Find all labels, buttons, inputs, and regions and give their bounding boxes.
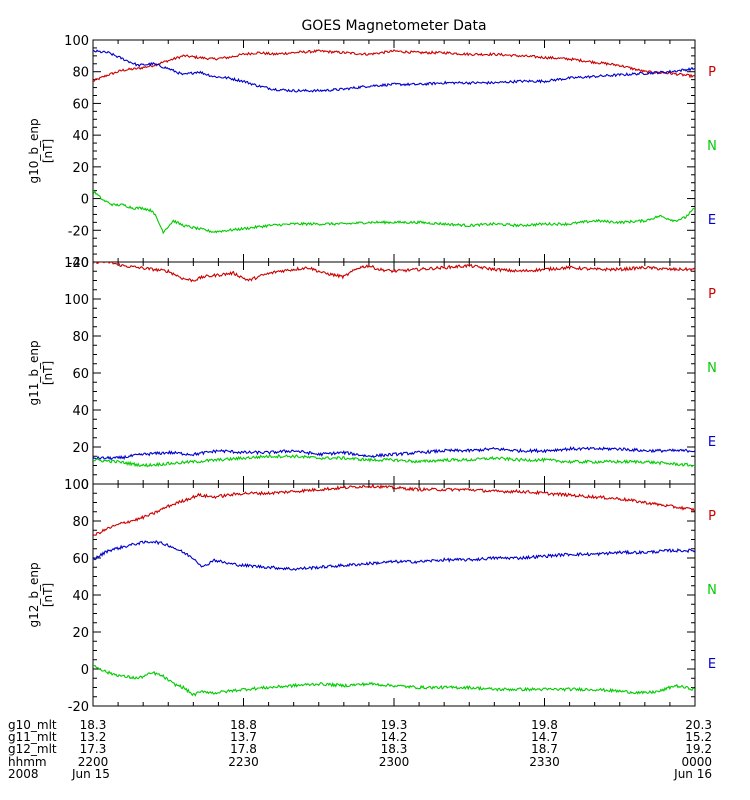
y-tick-label: 0 [81,663,89,678]
y-tick-label: 20 [72,626,89,641]
component-label-n: N [707,583,717,598]
y-tick-label: 100 [64,34,89,49]
series-line-0000cc [93,49,695,93]
series-line-00cc00 [93,453,695,468]
time-row-label: hhmm [8,755,47,769]
time-tick-label: Jun 15 [71,767,110,781]
y-tick-label: 60 [72,97,89,112]
series-line-0000cc [93,540,695,572]
y-axis-label: g11_b_enp [27,340,41,405]
series-line-0000cc [93,445,695,461]
time-tick-label: 19.8 [531,718,558,732]
component-label-e: E [708,213,716,228]
y-tick-label: 80 [72,330,89,345]
y-tick-label: 80 [72,515,89,530]
time-tick-label: 13.2 [80,730,107,744]
time-tick-label: 13.7 [230,730,257,744]
component-label-p: P [708,65,716,80]
y-tick-label: 120 [64,256,89,271]
y-tick-label: 60 [72,367,89,382]
component-label-p: P [708,509,716,524]
time-tick-label: 0000 [681,755,712,769]
series-line-cc0000 [93,484,695,536]
y-tick-label: 40 [72,589,89,604]
y-axis-label: g10_b_enp [27,118,41,183]
series-line-cc0000 [93,49,695,82]
y-axis-label: g12_b_enp [27,562,41,627]
panel-frame [92,261,696,485]
y-axis-unit: [nT] [41,139,55,163]
y-tick-label: 20 [72,441,89,456]
time-tick-label: 2230 [228,755,259,769]
time-row-label: g11_mlt [8,730,57,744]
series-line-00cc00 [93,665,695,697]
series-line-cc0000 [93,262,695,283]
series-line-00cc00 [93,190,695,235]
panel-3: -20 0 20 40 60 80 100 g12_b_enp [nT] P N E [27,478,717,715]
y-tick-label: 40 [72,404,89,419]
time-tick-label: 19.2 [685,742,712,756]
time-axis-labels: g10_mlt 18.3 18.8 19.3 19.8 20.3 g11_mlt 13.2 13… [8,718,712,781]
component-label-n: N [707,139,717,154]
y-tick-label: 80 [72,66,89,81]
component-label-e: E [708,657,716,672]
time-tick-label: Jun 16 [673,767,712,781]
time-tick-label: 18.8 [230,718,257,732]
y-tick-label: 100 [64,293,89,308]
time-tick-label: 14.7 [531,730,558,744]
time-tick-label: 18.3 [381,742,408,756]
component-label-p: P [708,287,716,302]
time-tick-label: 18.7 [531,742,558,756]
component-label-n: N [707,361,717,376]
time-row-label: g12_mlt [8,742,57,756]
time-tick-label: 2200 [78,755,109,769]
panel-1: -40 -20 0 20 40 60 80 100 g10_b_enp [nT] P N E [27,34,717,271]
y-tick-label: 0 [81,193,89,208]
time-tick-label: 18.3 [80,718,107,732]
y-tick-label: 60 [72,552,89,567]
time-tick-label: 17.3 [80,742,107,756]
time-tick-label: 15.2 [685,730,712,744]
time-row-label: g10_mlt [8,718,57,732]
time-tick-label: 19.3 [381,718,408,732]
time-tick-label: 14.2 [381,730,408,744]
component-label-e: E [708,435,716,450]
chart-title: GOES Magnetometer Data [301,18,486,34]
y-tick-label: 0 [81,478,89,493]
time-tick-label: 2300 [379,755,410,769]
time-row-label: 2008 [8,767,39,781]
y-tick-label: 40 [72,129,89,144]
y-tick-label: -20 [68,700,89,715]
panel-frame [92,483,696,707]
time-tick-label: 17.8 [230,742,257,756]
y-axis-unit: [nT] [41,583,55,607]
y-tick-label: -40 [68,256,89,271]
y-axis-unit: [nT] [41,361,55,385]
time-tick-label: 2330 [529,755,560,769]
y-tick-label: 20 [72,161,89,176]
y-tick-label: 100 [64,478,89,493]
panel-2: 0 20 40 60 80 100 120 g11_b_enp [nT] P N E [27,256,717,493]
time-tick-label: 20.3 [685,718,712,732]
y-tick-label: -20 [68,224,89,239]
